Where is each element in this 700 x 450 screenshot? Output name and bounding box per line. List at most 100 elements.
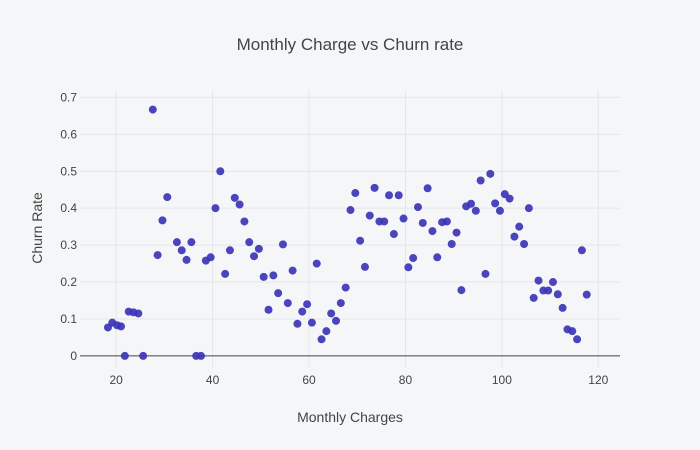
data-point [385,191,394,200]
data-point [312,259,321,268]
gridlines [80,90,620,367]
data-point [452,228,461,237]
x-axis-ticks: 20 40 60 80 100 120 [109,373,608,387]
data-point [389,230,398,239]
y-tick-label: 0.1 [60,312,77,326]
data-point [332,316,341,325]
data-point [491,199,500,208]
data-point [558,303,567,312]
data-point [442,217,451,226]
data-point [413,203,422,212]
y-tick-label: 0.5 [60,164,77,178]
data-point [139,351,148,360]
data-point [240,217,249,226]
data-point [269,271,278,280]
data-point [158,216,167,225]
data-point [573,335,582,344]
data-point [134,309,143,318]
data-point [293,319,302,328]
data-point [356,236,365,245]
x-tick-label: 40 [206,373,220,387]
data-point [433,253,442,262]
y-tick-label: 0.3 [60,238,77,252]
data-point [225,246,234,255]
data-point [148,105,157,114]
y-tick-label: 0 [70,349,77,363]
data-point [428,227,437,236]
data-point [120,351,129,360]
data-point [221,269,230,278]
data-point [548,278,557,287]
data-point [365,211,374,220]
data-point [544,286,553,295]
plot-area [80,90,620,367]
data-point [486,169,495,178]
data-point [274,289,283,298]
chart-title: Monthly Charge vs Churn rate [237,35,464,54]
y-axis-ticks: 0 0.1 0.2 0.3 0.4 0.5 0.6 0.7 [60,90,77,363]
data-point [211,204,220,213]
y-tick-label: 0.7 [60,90,77,104]
data-point [317,335,326,344]
data-point [418,218,427,227]
data-point [172,238,181,247]
x-tick-label: 100 [492,373,512,387]
y-tick-label: 0.6 [60,127,77,141]
data-point [495,206,504,215]
x-tick-label: 60 [302,373,316,387]
x-axis-label: Monthly Charges [297,409,403,425]
data-point [187,238,196,247]
data-points [103,105,591,360]
data-point [283,299,292,308]
data-point [467,199,476,208]
data-point [153,251,162,260]
data-point [404,263,413,272]
data-point [298,307,307,316]
data-point [197,351,206,360]
x-tick-label: 20 [109,373,123,387]
data-point [423,184,432,193]
data-point [582,290,591,299]
data-point [476,176,485,185]
data-point [177,246,186,255]
data-point [216,167,225,176]
data-point [322,327,331,336]
data-point [447,240,456,249]
data-point [346,206,355,215]
data-point [250,252,259,261]
data-point [230,193,239,202]
data-point [264,305,273,314]
data-point [515,222,524,231]
data-point [457,286,466,295]
data-point [360,262,369,271]
y-axis-label: Churn Rate [29,192,45,264]
data-point [278,240,287,249]
data-point [568,327,577,336]
data-point [380,217,389,226]
data-point [529,293,538,302]
data-point [235,200,244,209]
data-point [259,272,268,281]
data-point [577,246,586,255]
data-point [288,266,297,275]
data-point [553,290,562,299]
data-point [341,283,350,292]
y-tick-label: 0.2 [60,275,77,289]
data-point [327,309,336,318]
data-point [534,276,543,285]
data-point [245,238,254,247]
data-point [307,318,316,327]
data-point [254,244,263,253]
data-point [163,193,172,202]
data-point [394,191,403,200]
x-tick-label: 120 [588,373,608,387]
data-point [370,183,379,192]
data-point [409,254,418,263]
y-tick-label: 0.4 [60,201,77,215]
data-point [505,194,514,203]
data-point [520,240,529,249]
data-point [351,189,360,198]
data-point [524,204,533,213]
data-point [399,214,408,223]
